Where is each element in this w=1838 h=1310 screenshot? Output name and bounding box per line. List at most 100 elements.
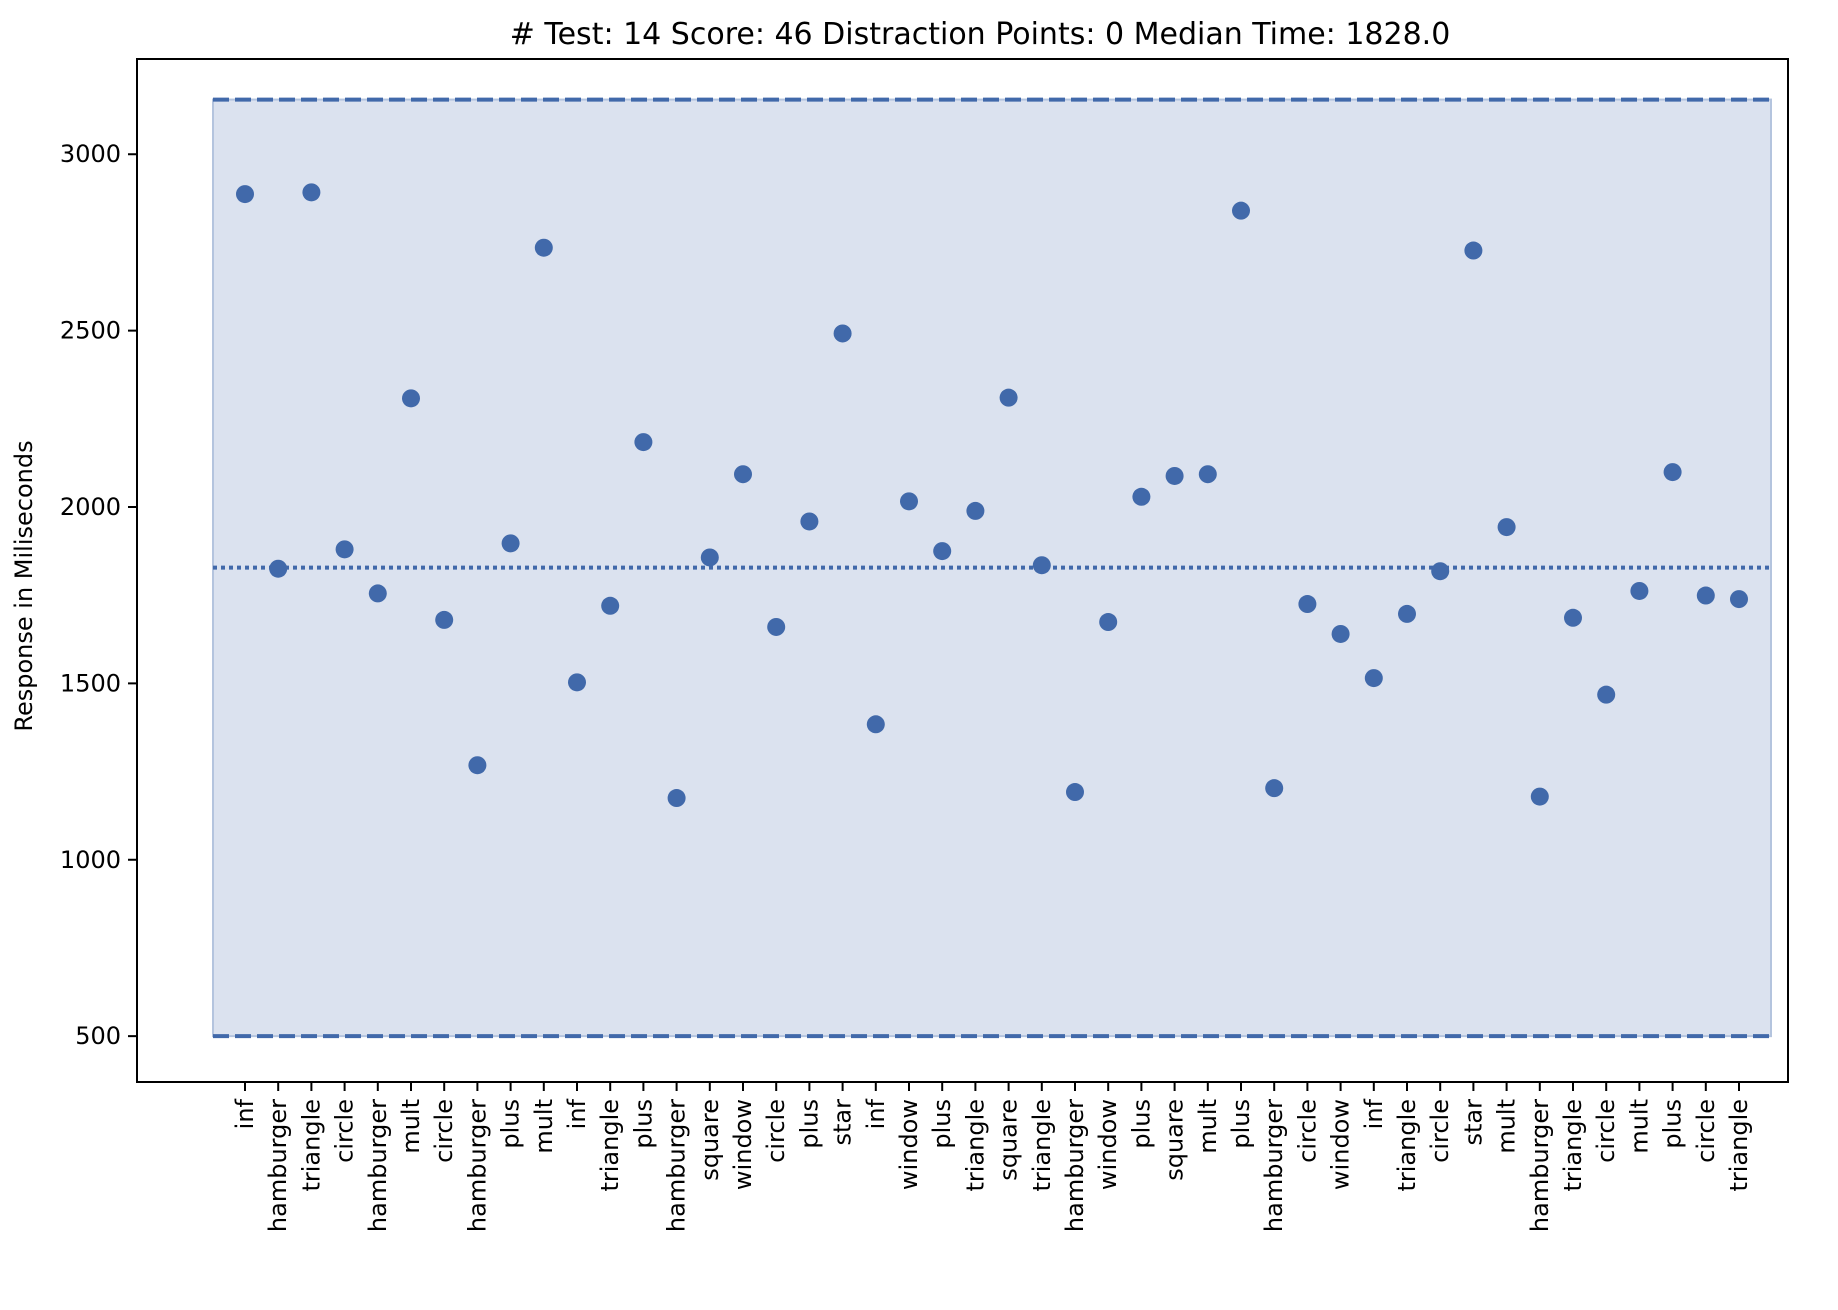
data-point bbox=[1232, 201, 1250, 220]
data-point bbox=[1696, 586, 1715, 605]
data-point bbox=[1198, 465, 1217, 484]
data-point bbox=[1497, 518, 1516, 537]
data-point bbox=[1597, 685, 1616, 704]
y-tick-label: 1000 bbox=[60, 846, 121, 874]
data-point bbox=[1730, 590, 1748, 609]
data-point bbox=[601, 596, 620, 615]
x-tick-label: mult bbox=[397, 1099, 425, 1154]
data-point bbox=[1132, 487, 1151, 506]
data-point bbox=[999, 388, 1018, 407]
data-point bbox=[734, 465, 752, 484]
data-point bbox=[501, 534, 520, 553]
x-tick-label: inf bbox=[563, 1098, 591, 1129]
x-tick-label: mult bbox=[1194, 1099, 1222, 1154]
data-point bbox=[302, 183, 321, 202]
data-point bbox=[1530, 787, 1549, 806]
data-point bbox=[933, 542, 952, 561]
data-point bbox=[236, 185, 254, 204]
x-tick-label: circle bbox=[430, 1099, 458, 1163]
x-tick-label: circle bbox=[762, 1099, 790, 1163]
x-tick-label: plus bbox=[795, 1099, 823, 1149]
data-point bbox=[1331, 624, 1350, 643]
plot-frame bbox=[136, 58, 1789, 1083]
x-tick-label: inf bbox=[231, 1098, 259, 1129]
x-tick-label: square bbox=[1161, 1099, 1189, 1181]
x-tick-label: plus bbox=[1127, 1099, 1155, 1149]
x-tick-label: circle bbox=[1293, 1099, 1321, 1163]
x-tick-label: circle bbox=[1426, 1099, 1454, 1163]
x-tick-label: window bbox=[1094, 1099, 1122, 1190]
data-point bbox=[1464, 241, 1483, 260]
x-tick-label: hamburger bbox=[1061, 1099, 1089, 1232]
data-point bbox=[335, 540, 354, 559]
x-tick-label: hamburger bbox=[663, 1099, 691, 1232]
data-point bbox=[1663, 463, 1682, 482]
x-tick-label: plus bbox=[1227, 1099, 1255, 1149]
data-point bbox=[1298, 595, 1317, 614]
data-point bbox=[866, 715, 885, 734]
data-point bbox=[1099, 613, 1118, 632]
data-point bbox=[1398, 604, 1416, 623]
x-tick-label: hamburger bbox=[463, 1099, 491, 1232]
y-tick-label: 500 bbox=[75, 1022, 121, 1050]
data-point bbox=[1364, 669, 1383, 688]
data-point bbox=[534, 238, 553, 257]
y-tick-label: 2000 bbox=[60, 493, 121, 521]
data-point bbox=[402, 389, 420, 408]
x-tick-label: plus bbox=[629, 1099, 657, 1149]
x-tick-label: triangle bbox=[297, 1099, 325, 1192]
data-point bbox=[1066, 783, 1084, 802]
y-tick-label: 1500 bbox=[60, 669, 121, 697]
x-tick-label: plus bbox=[1659, 1099, 1687, 1149]
data-point bbox=[700, 548, 719, 567]
x-tick-label: inf bbox=[862, 1098, 890, 1129]
x-tick-label: triangle bbox=[1393, 1099, 1421, 1192]
x-tick-label: triangle bbox=[1028, 1099, 1056, 1192]
x-tick-label: hamburger bbox=[1260, 1099, 1288, 1232]
chart-title: # Test: 14 Score: 46 Distraction Points:… bbox=[510, 17, 1451, 52]
data-point bbox=[1265, 779, 1284, 798]
x-tick-label: hamburger bbox=[1526, 1099, 1554, 1232]
x-tick-label: mult bbox=[1625, 1099, 1653, 1154]
data-point bbox=[900, 492, 918, 511]
x-tick-label: triangle bbox=[1725, 1099, 1753, 1192]
data-point bbox=[833, 324, 852, 343]
x-tick-label: mult bbox=[530, 1099, 558, 1154]
data-point bbox=[800, 512, 819, 531]
data-point bbox=[269, 559, 288, 578]
x-tick-label: triangle bbox=[1559, 1099, 1587, 1192]
x-tick-label: triangle bbox=[961, 1099, 989, 1192]
data-point bbox=[966, 501, 985, 520]
x-tick-label: star bbox=[829, 1099, 857, 1146]
y-axis-label: Response in Miliseconds bbox=[10, 440, 38, 731]
x-tick-label: plus bbox=[497, 1099, 525, 1149]
x-tick-label: window bbox=[895, 1099, 923, 1190]
x-tick-label: window bbox=[1327, 1099, 1355, 1190]
data-point bbox=[1630, 581, 1649, 600]
data-point bbox=[468, 756, 487, 775]
y-tick-label: 2500 bbox=[60, 317, 121, 345]
x-tick-label: triangle bbox=[596, 1099, 624, 1192]
data-point bbox=[435, 610, 454, 629]
x-tick-label: window bbox=[729, 1099, 757, 1190]
x-tick-label: star bbox=[1459, 1099, 1487, 1146]
x-tick-label: square bbox=[696, 1099, 724, 1181]
data-point bbox=[1564, 608, 1582, 627]
x-tick-label: mult bbox=[1493, 1099, 1521, 1154]
data-point bbox=[1165, 466, 1184, 485]
data-point bbox=[1032, 556, 1051, 575]
x-tick-label: circle bbox=[1592, 1099, 1620, 1163]
data-point bbox=[634, 433, 653, 452]
data-point bbox=[568, 673, 586, 692]
x-tick-label: hamburger bbox=[364, 1099, 392, 1232]
data-point bbox=[1431, 562, 1450, 581]
y-tick-label: 3000 bbox=[60, 140, 121, 168]
x-tick-label: circle bbox=[331, 1099, 359, 1163]
x-tick-label: plus bbox=[928, 1099, 956, 1149]
x-tick-label: inf bbox=[1360, 1098, 1388, 1129]
data-point bbox=[368, 584, 387, 603]
x-tick-label: square bbox=[995, 1099, 1023, 1181]
